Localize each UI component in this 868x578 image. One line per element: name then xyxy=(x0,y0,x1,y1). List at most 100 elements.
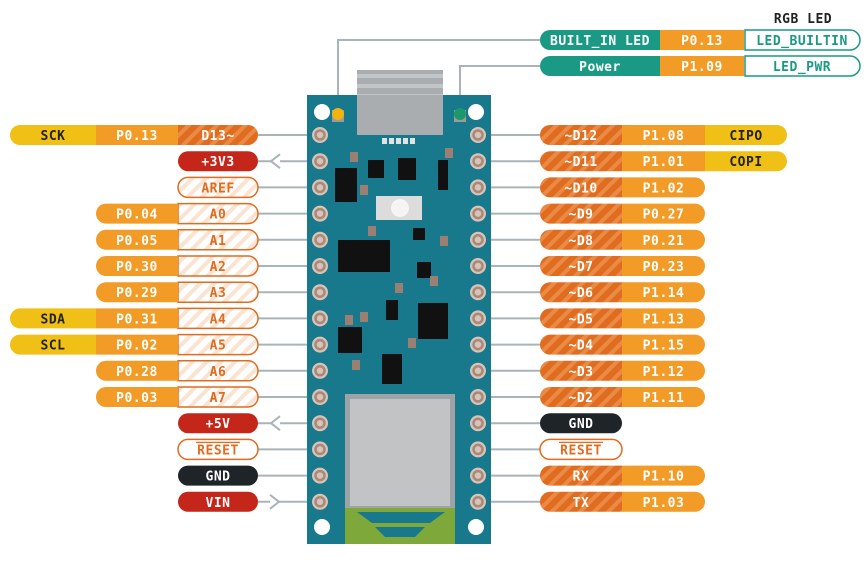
port-label-box xyxy=(96,229,178,250)
port-label-box xyxy=(96,282,178,303)
pin-label: A5 xyxy=(210,339,227,354)
pin-label: +3V3 xyxy=(201,155,234,170)
pin-label-box xyxy=(177,360,259,382)
port-label: P0.05 xyxy=(116,234,158,249)
pin-label: RESET xyxy=(197,443,239,458)
chip xyxy=(438,160,448,190)
port-label-box xyxy=(622,360,705,381)
pin-hole xyxy=(472,365,484,377)
pin-hole xyxy=(314,469,326,482)
port-label-box xyxy=(622,177,705,198)
pad xyxy=(410,138,415,144)
component xyxy=(350,152,358,162)
port-label: P0.04 xyxy=(116,208,158,223)
port-label-box xyxy=(622,229,705,250)
pin-label: A2 xyxy=(210,260,227,275)
pin-label-box xyxy=(540,387,622,407)
pin-label: A1 xyxy=(210,234,227,249)
pin-label: A6 xyxy=(210,365,227,380)
pin-hole xyxy=(472,286,484,298)
pin-hole xyxy=(314,312,326,325)
port-label-box xyxy=(622,282,705,303)
led-port: P0.13 xyxy=(681,34,723,49)
port-label-box xyxy=(96,334,178,355)
pin-labels: D13~ P0.13 SCK +3V3 AREF A0 P0.04 A1 P0.05 A2 P0.3… xyxy=(10,30,788,512)
chip xyxy=(398,158,416,180)
led-name: LED_BUILTIN xyxy=(756,34,848,49)
ble-module-shield xyxy=(350,399,450,506)
pin-label-box xyxy=(540,177,622,198)
port-label-box xyxy=(622,491,705,512)
antenna-trace xyxy=(357,512,445,523)
pin-label-box xyxy=(540,125,622,145)
component xyxy=(440,236,448,246)
chip xyxy=(338,240,390,272)
pin-hole xyxy=(472,312,484,325)
pin-hole xyxy=(314,234,326,246)
pin-label-box xyxy=(540,334,622,355)
pin-label-box xyxy=(540,151,622,172)
port-label: P0.21 xyxy=(643,234,685,249)
function-label-box xyxy=(705,125,787,145)
led-builtin xyxy=(332,108,344,120)
pin-label: A4 xyxy=(210,312,227,327)
pin-label: RESET xyxy=(560,443,602,458)
port-label: P1.11 xyxy=(643,391,685,406)
port-label-box xyxy=(96,203,178,224)
pin-hole xyxy=(314,181,326,194)
led-labels: RGB LED LED_BUILTIN LED_PWR xyxy=(744,12,861,77)
pin-label: RX xyxy=(573,470,590,485)
pin-label-box xyxy=(540,413,622,434)
arrow-in-icon xyxy=(269,494,281,510)
pin-label: GND xyxy=(206,470,231,485)
pin-hole xyxy=(472,496,484,508)
heatsink-base xyxy=(357,95,443,135)
pin-label: ~D8 xyxy=(569,234,594,249)
mounting-hole xyxy=(468,104,484,120)
pin-label: ~D7 xyxy=(569,260,594,275)
led-port-box xyxy=(660,56,744,76)
pin-label: ~D9 xyxy=(569,208,594,223)
pin-label-box xyxy=(177,255,259,277)
port-label: P1.12 xyxy=(643,365,685,380)
component xyxy=(408,338,416,348)
pin-label-box xyxy=(177,333,259,356)
port-label: P1.08 xyxy=(643,129,685,144)
port-label: P0.29 xyxy=(116,286,158,301)
pin-label-box xyxy=(540,360,622,381)
port-label: P0.02 xyxy=(116,339,158,354)
port-label: P1.01 xyxy=(643,155,685,170)
port-label-box xyxy=(96,256,178,276)
pin-label: A7 xyxy=(210,391,227,406)
function-label: CIPO xyxy=(729,129,762,144)
port-label: P1.14 xyxy=(643,286,685,301)
mounting-hole xyxy=(468,519,484,535)
pad xyxy=(396,138,401,144)
pin-label: ~D12 xyxy=(564,129,597,144)
pin-hole xyxy=(314,443,326,456)
pin-label-box xyxy=(177,176,259,199)
led-wire xyxy=(337,39,540,113)
pin-label: ~D5 xyxy=(569,312,594,327)
function-label-box xyxy=(10,308,96,329)
led-power xyxy=(454,108,466,120)
pin-hole xyxy=(314,338,326,351)
port-label-box xyxy=(622,125,705,145)
pin-hole xyxy=(314,365,326,377)
port-label-box xyxy=(622,151,705,172)
pin-label: GND xyxy=(569,417,594,432)
chip xyxy=(386,300,398,320)
led-port-box xyxy=(660,30,744,50)
pin-hole xyxy=(472,443,484,456)
pad xyxy=(382,138,387,144)
pin-label-box xyxy=(177,438,259,461)
chip xyxy=(418,303,448,339)
led-name-box xyxy=(744,29,861,51)
component xyxy=(445,148,453,158)
port-label-box xyxy=(96,308,178,329)
pin-label-box xyxy=(540,203,622,224)
pin-hole xyxy=(314,286,326,298)
pin-hole xyxy=(314,417,326,429)
led-name-box xyxy=(744,55,861,77)
